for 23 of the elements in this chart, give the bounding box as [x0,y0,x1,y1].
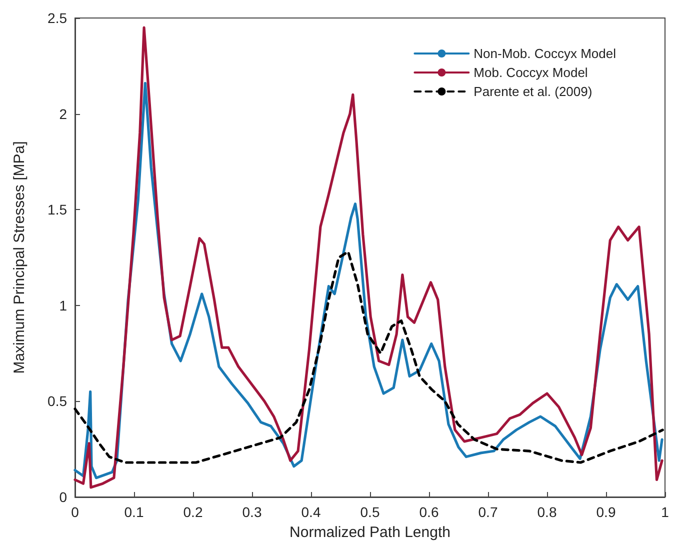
x-tick-label: 0.9 [596,504,616,520]
legend-label: Parente et al. (2009) [474,84,592,99]
x-tick-label: 0.2 [183,504,203,520]
x-tick-label: 0.3 [242,504,262,520]
y-tick-label: 0 [59,489,68,505]
legend-label: Mob. Coccyx Model [474,65,588,80]
x-tick-label: 0 [71,504,80,520]
y-tick-label: 2 [59,106,68,122]
x-tick-label: 1 [661,504,670,520]
line-series [74,250,664,464]
x-tick-label: 0.7 [478,504,498,520]
x-tick-label: 0.6 [419,504,439,520]
x-axis-title: Normalized Path Length [290,524,450,541]
y-tick-label: 1 [59,297,68,314]
y-tick-label: 2.5 [48,10,68,26]
y-tick-label: 1.5 [48,202,68,218]
y-axis-title: Maximum Principal Stresses [MPa] [11,141,28,374]
y-tick-label: 0.5 [48,393,68,410]
x-tick-label: 0.8 [537,504,557,520]
x-tick-label: 0.5 [360,504,380,520]
legend-label: Non-Mob. Coccyx Model [474,46,616,61]
x-tick-label: 0.4 [301,504,321,520]
x-tick-label: 0.1 [124,504,144,520]
